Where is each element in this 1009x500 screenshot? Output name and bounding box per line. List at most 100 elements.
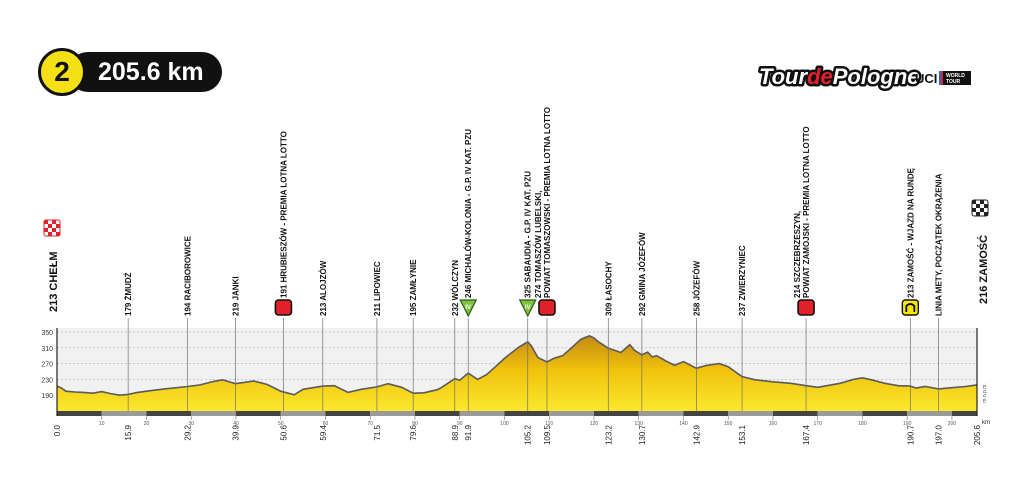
waypoint-label: 292 GMINA JÓZEFÓW (638, 232, 647, 316)
flag-cell (972, 212, 976, 216)
flag-cell (56, 232, 60, 236)
axis-bar-segment (772, 411, 818, 416)
flag-cell (52, 232, 56, 236)
flag-border (971, 199, 989, 217)
axis-bar-segment (325, 411, 371, 416)
flag-cell (48, 224, 52, 228)
x-km-label: 105.2 (524, 424, 533, 445)
axis-bar-segment (191, 411, 236, 416)
waypoint-label: 219 JANKI (232, 276, 241, 316)
x-km-label: 142.9 (692, 424, 701, 445)
flag-cell (984, 212, 988, 216)
x-km-label: 71.5 (373, 424, 382, 440)
flag-cell (44, 228, 48, 232)
y-tick-label: 350 (41, 330, 53, 337)
flag-cell (984, 208, 988, 212)
x-minor-tick-label: 20 (144, 421, 150, 427)
axis-bar-segment (235, 411, 281, 416)
x-km-label: 197.0 (935, 424, 944, 445)
y-tick-label: 270 (41, 362, 53, 369)
x-km-label: 50.6 (279, 424, 288, 440)
x-minor-tick-label: 130 (635, 421, 644, 427)
x-minor-tick-label: 200 (948, 421, 957, 427)
waypoint-label: 194 RACIBOROWICE (184, 235, 193, 316)
x-km-label: 130.7 (638, 424, 647, 445)
x-km-label: 205.6 (973, 424, 982, 445)
logo-fill-pologne: Pologne (833, 64, 920, 89)
x-minor-tick-label: 50 (278, 421, 284, 427)
world-tour-box (943, 71, 971, 85)
waypoint-label: 214 SZCZEBRZESZYN, (793, 211, 802, 298)
flag-cell (976, 204, 980, 208)
x-km-label: 0.0 (53, 424, 62, 436)
waypoint-label: POWIAT ZAMOJSKI - PREMIA LOTNA LOTTO (802, 126, 811, 298)
x-km-label: 153.1 (738, 424, 747, 445)
flag-cell (976, 208, 980, 212)
flag-cell (972, 208, 976, 212)
axis-bar-segment (683, 411, 729, 416)
finish-label: 216 ZAMOŚĆ (977, 235, 990, 304)
x-minor-tick-label: 90 (457, 421, 463, 427)
stage-number: 2 (38, 48, 86, 96)
flag-cell (980, 204, 984, 208)
sprint-marker-icon (797, 299, 815, 316)
waypoint-label: 195 ZAMŁYNIE (409, 259, 418, 316)
x-km-label: 123.2 (604, 424, 613, 445)
axis-bar-segment (907, 411, 952, 416)
x-minor-tick-label: 70 (367, 421, 373, 427)
axis-bar-segment (549, 411, 594, 416)
x-km-label: 79.6 (409, 424, 418, 440)
flag-border (43, 219, 61, 237)
x-minor-tick-label: 140 (679, 421, 688, 427)
finish-flag-icon (971, 199, 989, 217)
x-minor-tick-label: 30 (188, 421, 194, 427)
x-minor-tick-label: 40 (233, 421, 239, 427)
axis-bar-segment (817, 411, 863, 416)
axis-bar-segment (280, 411, 326, 416)
axis-bar-segment (862, 411, 908, 416)
tour-de-pologne-logo: TourdePologne TourdePologne UCI WORLD TO… (757, 62, 971, 92)
axis-bar-segment (593, 411, 639, 416)
start-flag-icon (43, 219, 61, 237)
uci-text: UCI (915, 71, 937, 86)
axis-bar-segment (459, 411, 505, 416)
x-minor-tick-label: 110 (545, 421, 553, 427)
elevation-line (56, 335, 978, 397)
world-tour-text-2: TOUR (946, 79, 960, 85)
y-tick-label: 190 (41, 393, 53, 400)
flag-cell (44, 232, 48, 236)
waypoint-label: 232 WÓLCZYN (451, 260, 460, 316)
flag-cell (56, 220, 60, 224)
stage-distance: 205.6 km (68, 52, 222, 92)
x-km-label: 190.7 (906, 424, 915, 445)
x-km-label: 59.4 (319, 424, 328, 440)
logo-text-tour: Tour (759, 64, 808, 89)
flag-cell (976, 212, 980, 216)
axis-bar-segment (414, 411, 460, 416)
logo-fill-tour: Tour (759, 64, 808, 89)
flag-cell (56, 228, 60, 232)
waypoint-label: LINIA METY, POCZĄTEK OKRĄŻENIA (935, 173, 944, 316)
elevation-area (57, 335, 977, 411)
x-minor-tick-label: 170 (814, 421, 823, 427)
flag-cell (980, 212, 984, 216)
x-minor-tick-label: 10 (99, 421, 105, 427)
waypoint-label: POWIAT TOMASZOWSKI - PREMIA LOTNA LOTTO (543, 107, 552, 298)
axis-bar-segment (146, 411, 192, 416)
y-tick-label: 310 (41, 346, 53, 353)
flag-cell (984, 204, 988, 208)
climb-marker-icon (459, 299, 478, 318)
flag-cell (984, 200, 988, 204)
flag-cell (976, 200, 980, 204)
x-km-label: 167.4 (802, 424, 811, 445)
flag-cell (56, 224, 60, 228)
svg-text:TourdePologne: TourdePologne (759, 64, 920, 89)
start-label: 213 CHEŁM (48, 251, 60, 312)
y-tick-label: 230 (41, 377, 53, 384)
climb-category-label: IV (525, 305, 531, 311)
x-km-label: 109.5 (543, 424, 552, 445)
x-km-label: 29.2 (184, 424, 193, 440)
flag-cell (48, 220, 52, 224)
waypoint-label: 309 ŁASOCHY (604, 261, 613, 316)
